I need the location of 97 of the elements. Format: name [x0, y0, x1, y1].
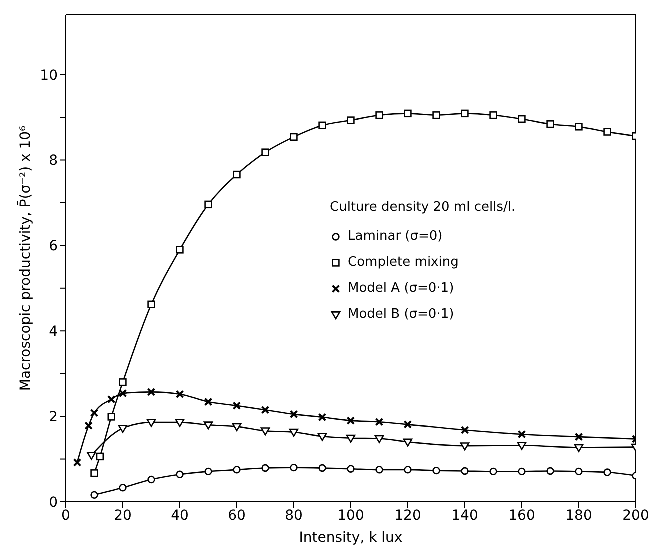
legend-label: Complete mixing	[348, 254, 459, 272]
point	[84, 422, 93, 430]
y-tick-label: 10	[40, 68, 58, 84]
point	[290, 410, 298, 419]
point	[118, 425, 128, 434]
x-tick-label: 100	[338, 508, 364, 524]
point	[175, 419, 185, 428]
point	[318, 433, 328, 442]
point	[604, 128, 612, 136]
point	[575, 123, 583, 131]
point	[432, 466, 440, 475]
point	[90, 491, 98, 500]
point	[108, 413, 116, 421]
point	[262, 464, 270, 472]
y-tick-label: 8	[49, 153, 58, 170]
point	[119, 484, 127, 492]
point	[204, 398, 213, 406]
point	[233, 466, 241, 474]
point	[461, 110, 469, 118]
point	[347, 465, 355, 473]
x-tick-label: 200	[622, 508, 650, 524]
point	[546, 120, 554, 128]
x-axis-title: Intensity, k lux	[299, 530, 403, 546]
legend-label: Laminar (σ=0)	[348, 228, 443, 246]
x-tick-label: 80	[285, 508, 303, 524]
point	[575, 468, 583, 476]
point	[404, 466, 412, 474]
x-tick-label: 120	[394, 508, 422, 524]
point	[233, 170, 241, 179]
point	[403, 438, 413, 447]
x-tick-label: 140	[452, 508, 478, 524]
point	[146, 419, 156, 428]
point	[232, 402, 242, 410]
point	[261, 406, 270, 414]
point	[318, 122, 326, 130]
legend-title: Culture density 20 ml cells/l.	[330, 200, 516, 215]
point	[290, 464, 298, 472]
point	[404, 420, 412, 429]
point	[118, 389, 128, 398]
point	[546, 467, 554, 476]
point	[260, 428, 270, 436]
legend-label: Model A (σ=0·1)	[348, 280, 454, 298]
point	[574, 444, 584, 452]
point	[262, 148, 270, 156]
point	[318, 464, 326, 472]
legend-label: Model B (σ=0·1)	[348, 306, 454, 324]
point	[176, 246, 184, 254]
point	[490, 112, 498, 120]
point	[87, 452, 96, 460]
point	[176, 470, 184, 479]
point	[204, 422, 214, 430]
y-tick-label: 4	[49, 324, 58, 340]
point	[604, 468, 612, 476]
x-tick-label: 40	[171, 508, 189, 524]
point	[404, 110, 412, 118]
point	[290, 133, 298, 142]
point	[375, 418, 384, 426]
point	[232, 423, 242, 432]
point	[460, 426, 470, 434]
x-tick-label: 60	[228, 508, 246, 524]
y-tick-label: 6	[49, 238, 58, 255]
point	[318, 413, 327, 422]
point	[289, 428, 299, 438]
point	[346, 434, 356, 443]
point	[376, 112, 384, 120]
point	[518, 430, 526, 439]
point	[147, 388, 156, 396]
point	[176, 390, 184, 399]
point	[119, 378, 127, 386]
point	[517, 442, 527, 450]
point	[204, 200, 212, 209]
point	[204, 468, 212, 476]
point	[148, 476, 156, 484]
point	[374, 435, 384, 444]
point	[376, 466, 384, 474]
point	[460, 442, 470, 451]
x-tick-label: 160	[508, 508, 536, 524]
point	[347, 116, 355, 124]
x-tick-label: 0	[62, 508, 70, 524]
point	[148, 300, 156, 308]
y-tick-label: 2	[49, 410, 58, 426]
point	[490, 468, 498, 476]
point	[432, 112, 440, 120]
y-axis-title: Macroscopic productivity, P̄(σ⁻²) x 10⁶	[16, 125, 34, 392]
y-tick-label: 0	[49, 494, 58, 511]
point	[90, 408, 99, 418]
point	[574, 432, 584, 442]
point	[90, 470, 98, 478]
point	[461, 467, 469, 476]
point	[518, 115, 526, 124]
point	[518, 468, 526, 476]
point	[107, 395, 116, 404]
point	[96, 452, 104, 461]
x-tick-label: 20	[114, 508, 132, 524]
x-tick-label: 180	[566, 508, 592, 524]
point	[346, 416, 356, 426]
point	[73, 458, 82, 467]
